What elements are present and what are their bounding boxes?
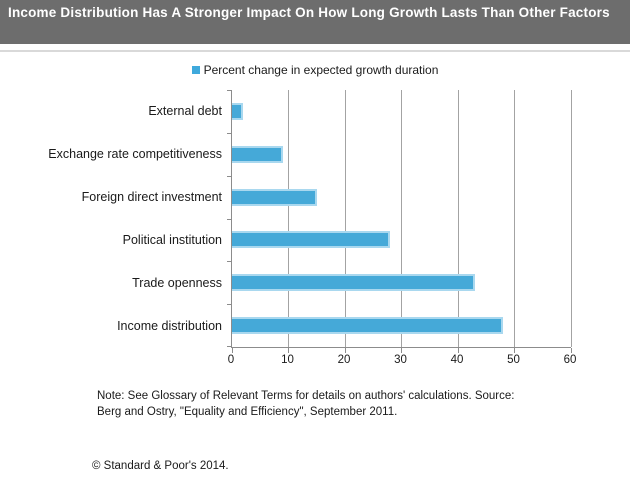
copyright-text: © Standard & Poor's 2014. <box>92 460 229 472</box>
y-axis-tick <box>227 90 232 91</box>
x-axis-tick-label: 30 <box>394 354 407 366</box>
gridline <box>401 90 402 347</box>
x-axis-tick-label: 20 <box>337 354 351 366</box>
y-axis-tick <box>227 218 232 220</box>
x-axis-tick <box>288 348 289 353</box>
gridline <box>288 90 289 347</box>
title-bar: Income Distribution Has A Stronger Impac… <box>0 0 630 44</box>
bar-income-distribution <box>232 317 504 335</box>
x-axis-tick <box>570 348 572 353</box>
bar-political-institution <box>232 231 391 249</box>
category-label: Exchange rate competitiveness <box>48 147 222 162</box>
gridline <box>457 90 459 347</box>
category-label: External debt <box>148 104 222 119</box>
value-axis-labels: 0 10 20 30 40 50 60 <box>0 354 630 368</box>
category-label: Income distribution <box>117 318 222 333</box>
y-axis-tick <box>227 261 232 263</box>
y-axis-tick <box>227 346 232 347</box>
chart-title: Income Distribution Has A Stronger Impac… <box>8 5 610 20</box>
bar-external-debt <box>232 102 244 120</box>
bar-exchange-rate-competitiveness <box>232 145 283 163</box>
category-label: Political institution <box>122 232 222 247</box>
x-axis-tick-label: 40 <box>450 354 464 366</box>
x-axis-tick <box>231 348 233 353</box>
gridline <box>570 90 572 347</box>
footnote: Note: See Glossary of Relevant Terms for… <box>97 389 577 420</box>
category-label: Trade openness <box>132 275 222 290</box>
x-axis-tick <box>514 348 515 353</box>
y-axis-tick <box>227 175 232 177</box>
x-axis-tick-label: 10 <box>281 354 294 366</box>
x-axis-tick <box>344 348 346 353</box>
header-separator <box>0 50 630 52</box>
footnote-line2: Berg and Ostry, "Equality and Efficiency… <box>97 405 398 418</box>
x-axis-tick-label: 50 <box>507 354 520 366</box>
legend: Percent change in expected growth durati… <box>0 62 630 78</box>
y-axis-tick <box>227 304 232 306</box>
bar-trade-openness <box>232 274 475 292</box>
footnote-line1: Note: See Glossary of Relevant Terms for… <box>97 390 515 402</box>
plot-area <box>227 90 572 353</box>
x-axis-tick <box>401 348 402 353</box>
legend-marker-icon <box>191 66 200 74</box>
x-axis-tick-label: 0 <box>227 354 235 366</box>
bar-foreign-direct-investment <box>232 188 317 206</box>
gridline <box>344 90 346 347</box>
x-axis-tick-label: 60 <box>563 354 577 366</box>
category-axis-labels: External debt Exchange rate competitivene… <box>0 90 222 347</box>
category-label: Foreign direct investment <box>81 190 222 205</box>
gridline <box>514 90 515 347</box>
legend-label: Percent change in expected growth durati… <box>203 63 439 77</box>
x-axis-tick <box>457 348 459 353</box>
y-axis-tick <box>227 132 232 134</box>
